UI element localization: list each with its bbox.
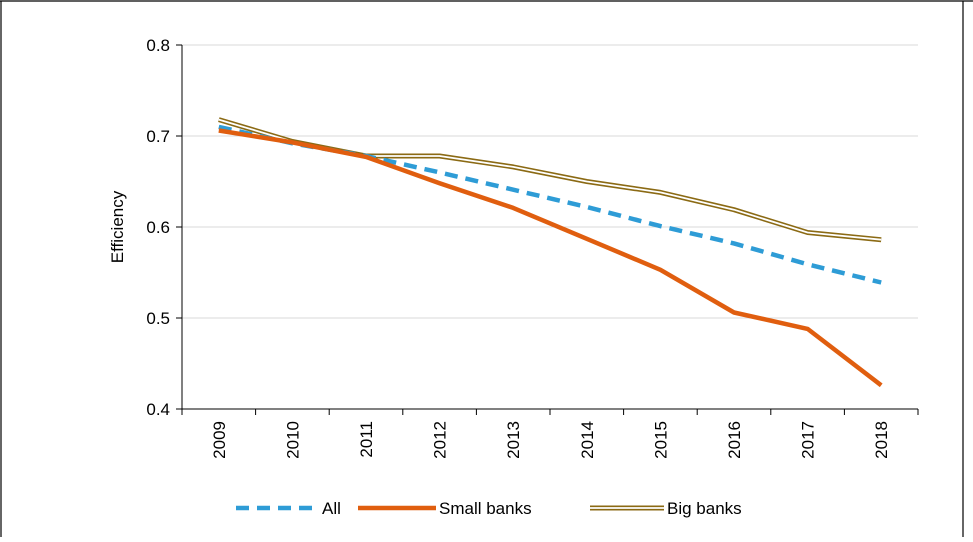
series-line (218, 128, 883, 388)
series-lines (218, 117, 883, 388)
x-tick-label: 2016 (725, 421, 744, 459)
legend-item: Big banks (590, 499, 742, 518)
series-small-banks (218, 128, 883, 388)
legend-label: Big banks (667, 499, 742, 518)
x-tick-label: 2013 (504, 421, 523, 459)
legend: All Small banks Big banks (236, 499, 742, 518)
legend-label: Small banks (439, 499, 532, 518)
y-axis-label: Efficiency (108, 190, 127, 263)
x-tick-label: 2009 (210, 421, 229, 459)
y-tick-label: 0.4 (146, 400, 170, 419)
y-tick-label: 0.6 (146, 218, 170, 237)
x-tick-label: 2011 (357, 421, 376, 458)
series-all (218, 124, 882, 285)
axes: 0.4 0.5 0.6 0.7 0.8 2009 2010 2011 2012 2013 2014 2… (146, 36, 919, 459)
x-tick-label: 2014 (578, 421, 597, 459)
gridlines (182, 44, 918, 319)
x-tick-label: 2017 (799, 421, 818, 459)
y-tick-label: 0.5 (146, 309, 170, 328)
legend-item: Small banks (358, 499, 532, 518)
x-tick-label: 2018 (872, 421, 891, 459)
x-tick-label: 2015 (651, 421, 670, 459)
x-tick-label: 2010 (283, 421, 302, 459)
x-tick-label: 2012 (431, 421, 450, 459)
legend-label: All (322, 499, 341, 518)
legend-item: All (236, 499, 341, 518)
series-line (218, 124, 882, 285)
y-tick-label: 0.8 (146, 36, 170, 55)
y-tick-label: 0.7 (146, 127, 170, 146)
